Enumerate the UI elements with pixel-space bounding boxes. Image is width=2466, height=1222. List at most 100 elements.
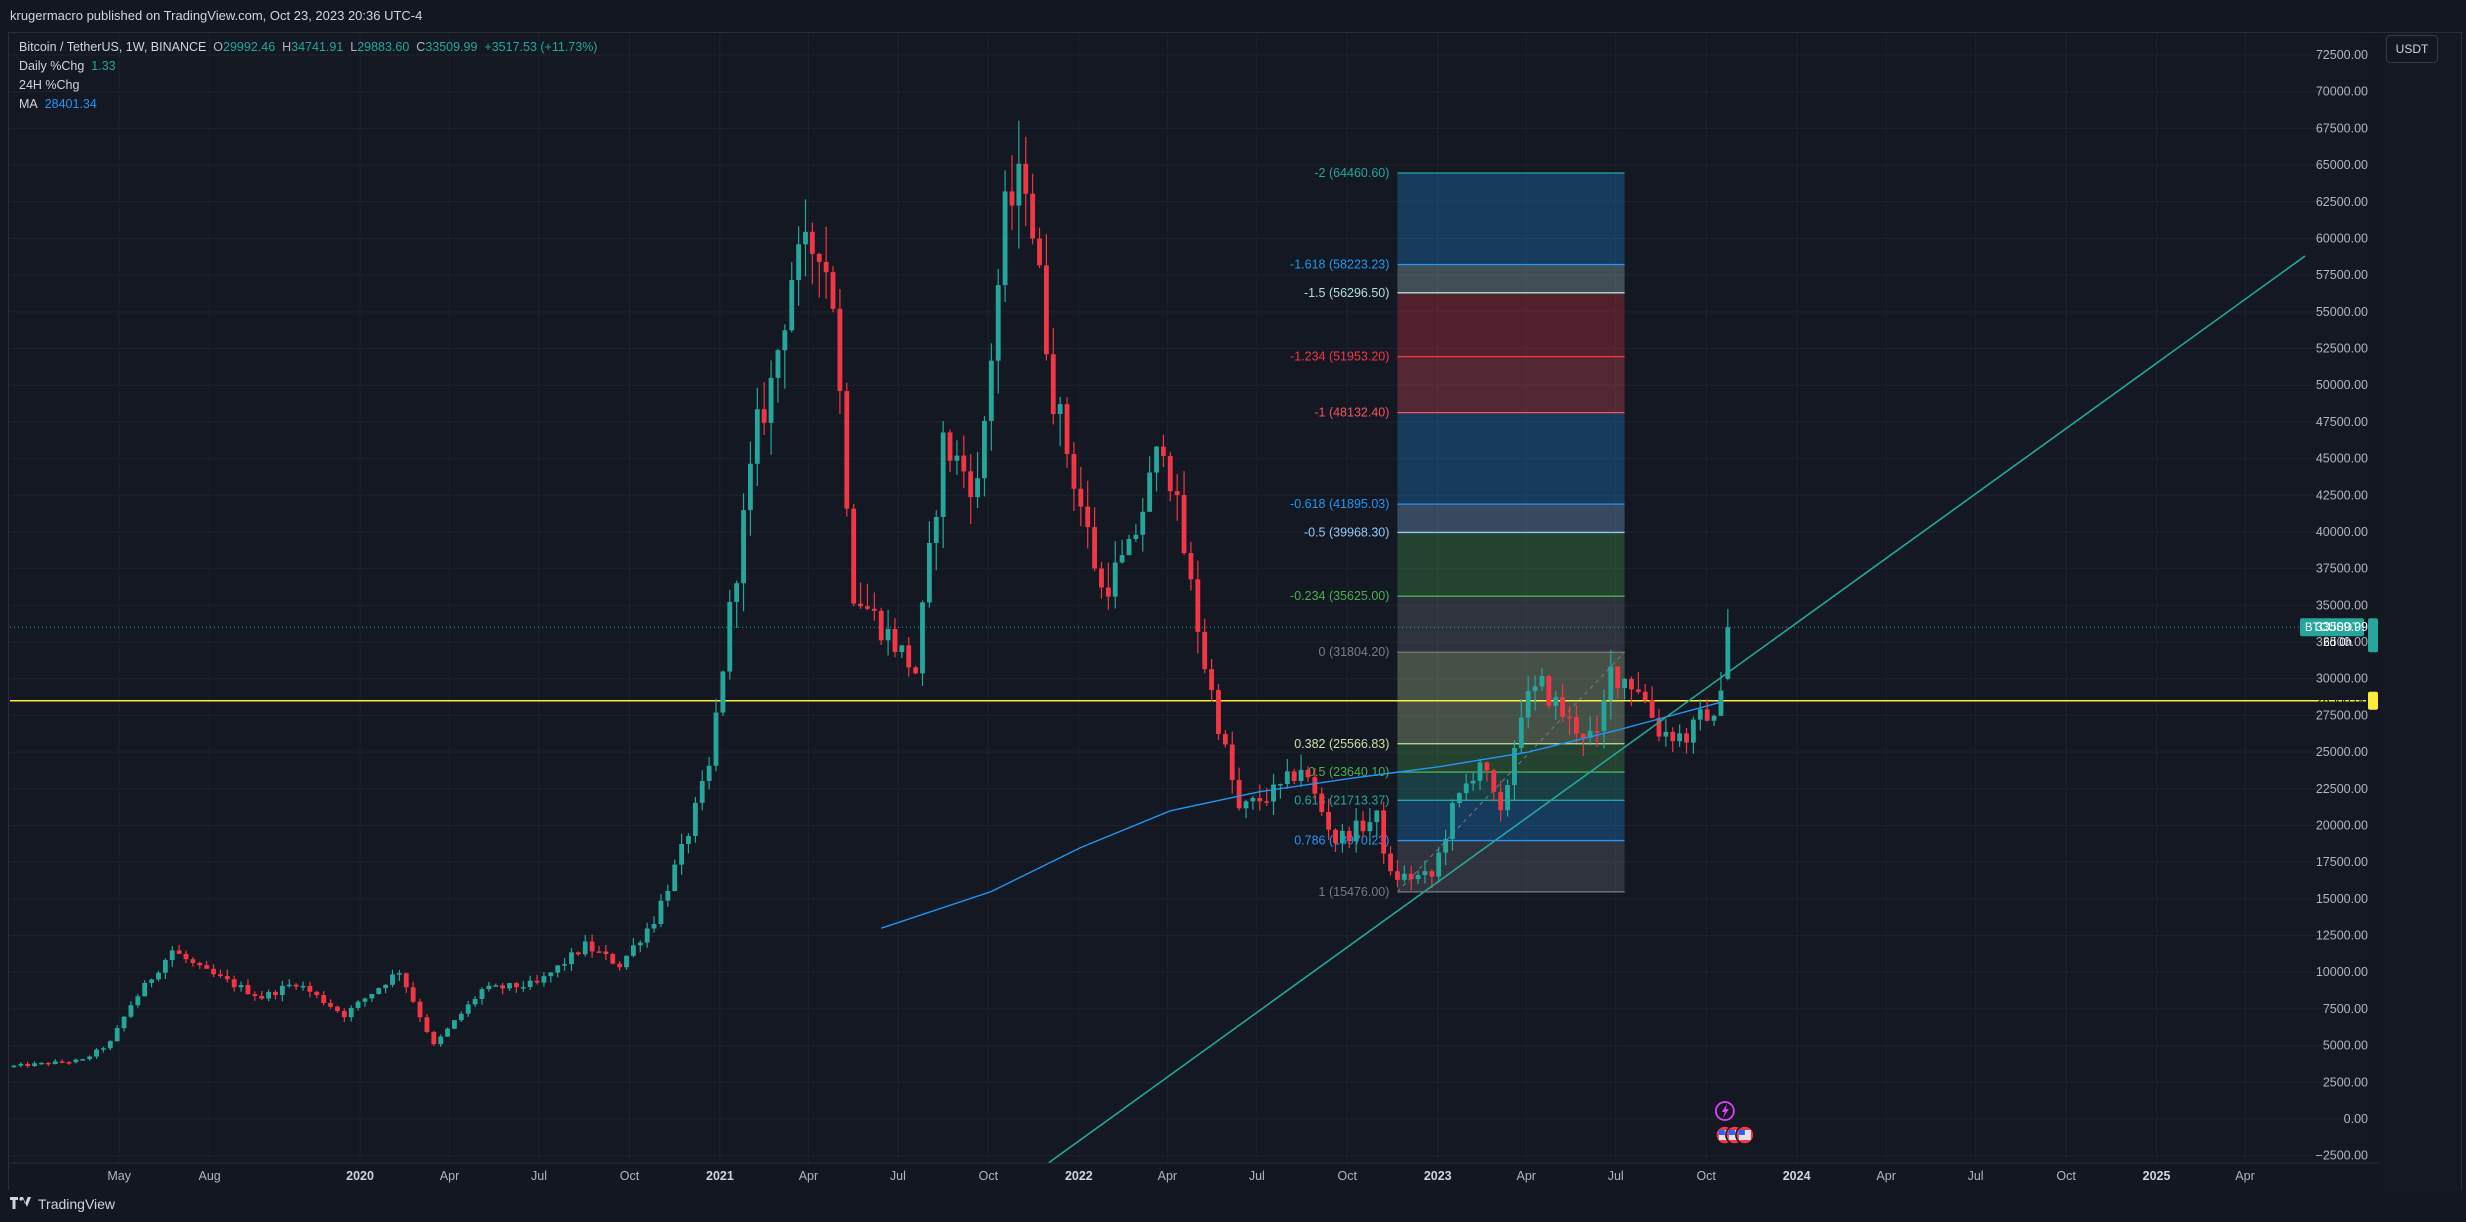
fib-band (1397, 652, 1625, 744)
fib-band (1397, 356, 1625, 413)
candle-body (679, 844, 685, 865)
candle (39, 1062, 44, 1065)
candle (920, 600, 925, 686)
candle (679, 833, 685, 875)
candle (624, 955, 629, 970)
candle (1491, 768, 1497, 802)
ma-row[interactable]: MA 28401.34 (19, 95, 597, 114)
candle (1374, 810, 1380, 836)
close-label: C (416, 40, 426, 54)
candle-body (66, 1062, 72, 1064)
candle (1539, 668, 1545, 692)
candle (183, 950, 189, 964)
candle (142, 980, 148, 997)
candle-body (1608, 666, 1614, 701)
candle (651, 916, 657, 933)
moving-average-line (880, 701, 1722, 929)
candle-body (101, 1048, 106, 1050)
24h-change-label: 24H %Chg (19, 78, 80, 92)
candle-body (396, 973, 402, 975)
candle-body (314, 991, 320, 995)
candles (11, 120, 1731, 1068)
candle-body (1222, 734, 1228, 745)
candle-body (1684, 733, 1689, 743)
candle-body (906, 645, 912, 668)
candle-body (1126, 539, 1132, 556)
time-tick-label: Jul (890, 1169, 906, 1183)
candle (995, 268, 1001, 394)
candle-body (1071, 454, 1077, 489)
candle-body (1271, 784, 1276, 802)
time-tick-label: Jul (1608, 1169, 1624, 1183)
candle (1016, 120, 1022, 249)
candle (1395, 860, 1400, 888)
candle (782, 324, 788, 389)
fib-extension: -2 (64460.60) -1.618 (58223.23) -1.5 (5629… (1290, 166, 1625, 899)
candle-body (259, 995, 265, 999)
time-tick-label: Jul (1968, 1169, 1984, 1183)
tradingview-branding[interactable]: TradingView (10, 1196, 115, 1212)
candle (851, 504, 857, 607)
candle (156, 970, 161, 982)
candle (1078, 466, 1084, 527)
tradingview-label: TradingView (38, 1196, 116, 1212)
candle (1140, 497, 1146, 552)
bottom-bar (0, 1190, 2466, 1222)
chart-panel[interactable] (8, 32, 2462, 1192)
candle (66, 1061, 72, 1065)
price-chart[interactable]: -2 (64460.60) -1.618 (58223.23) -1.5 (5629… (10, 33, 2380, 1189)
candle-body (1140, 511, 1146, 535)
candle (1333, 828, 1338, 853)
candle-body (851, 508, 857, 604)
candle (672, 859, 678, 892)
candle (1450, 799, 1455, 851)
candle (355, 999, 361, 1011)
candle-body (1395, 871, 1400, 880)
candle (754, 387, 760, 486)
candle (1635, 671, 1641, 695)
daily-change-row[interactable]: Daily %Chg 1.33 (19, 57, 597, 76)
candle-body (1346, 830, 1352, 842)
candle (858, 582, 863, 609)
candle-body (1174, 491, 1180, 496)
open-label: O (213, 40, 224, 54)
candle-body (775, 350, 781, 378)
candle (968, 454, 974, 525)
candle-body (190, 959, 196, 963)
candle-body (87, 1056, 93, 1060)
fib-level-label: -0.5 (39968.30) (1304, 525, 1389, 539)
candle (1567, 705, 1572, 736)
candle-body (582, 941, 588, 955)
candle-body (479, 989, 485, 999)
candle (1002, 170, 1008, 302)
candle-body (885, 628, 891, 641)
price-tick-label: 35000.00 (2316, 598, 2368, 612)
candle (266, 989, 272, 1002)
plot-area[interactable]: -2 (64460.60) -1.618 (58223.23) -1.5 (5629… (10, 33, 2380, 1189)
candle (1030, 173, 1036, 245)
time-tick-label: Oct (2056, 1169, 2076, 1183)
candle-body (1298, 769, 1304, 782)
high-value: 34741.91 (291, 40, 344, 54)
candle-body (1257, 797, 1263, 802)
candle (569, 948, 574, 972)
chart-legend: Bitcoin / TetherUS, 1W, BINANCE O29992.4… (19, 38, 597, 114)
candle-body (1243, 801, 1249, 809)
candle (362, 997, 368, 1007)
candle (369, 993, 375, 1003)
currency-button[interactable]: USDT (2386, 35, 2438, 63)
candle-body (279, 985, 285, 996)
candle-body (128, 1005, 134, 1017)
candle (135, 993, 141, 1008)
candle (445, 1027, 450, 1038)
candle-body (947, 432, 953, 461)
24h-change-row[interactable]: 24H %Chg (19, 76, 597, 95)
candle (286, 979, 292, 988)
time-tick-label: May (107, 1169, 131, 1183)
candle-body (754, 409, 760, 464)
candle-body (1697, 709, 1703, 720)
time-tick-label: Apr (1517, 1169, 1536, 1183)
candle (1436, 846, 1442, 883)
symbol-label[interactable]: Bitcoin / TetherUS, 1W, BINANCE (19, 40, 207, 54)
candle-body (452, 1020, 457, 1029)
